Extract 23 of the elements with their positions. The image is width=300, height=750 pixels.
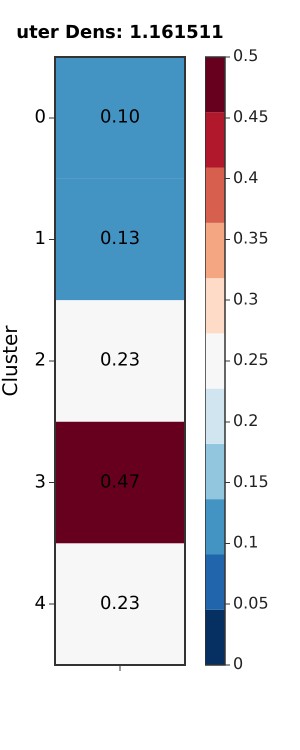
color-bar-label: 0.35 [233,228,269,248]
color-bar-label: 0.3 [233,289,258,308]
y-tick-label: 0 [34,106,46,128]
color-bar-label: 0 [233,654,244,674]
color-bar-label: 0.4 [233,168,258,187]
y-tick-label: 3 [34,471,46,492]
color-bar-label: 0.2 [233,410,258,430]
color-bar-label: 0.45 [233,106,269,126]
chart-title: uter Dens: 1.161511 [15,22,225,43]
y-tick-label: 4 [34,592,46,614]
y-axis-title: Cluster [0,324,22,396]
color-bar-label: 0.25 [233,350,269,370]
data-label: 0.13 [100,228,140,250]
data-label: 0.10 [100,106,140,128]
data-label: 0.23 [100,592,140,614]
color-bar-label: 0.1 [233,532,258,552]
color-bar-label: 0.5 [233,46,258,66]
color-bar-label: 0.05 [233,593,269,612]
y-tick-label: 2 [34,350,46,371]
data-label: 0.47 [100,471,140,492]
data-label: 0.23 [100,350,140,371]
y-tick-label: 1 [34,228,46,250]
color-bar-label: 0.15 [233,472,269,491]
